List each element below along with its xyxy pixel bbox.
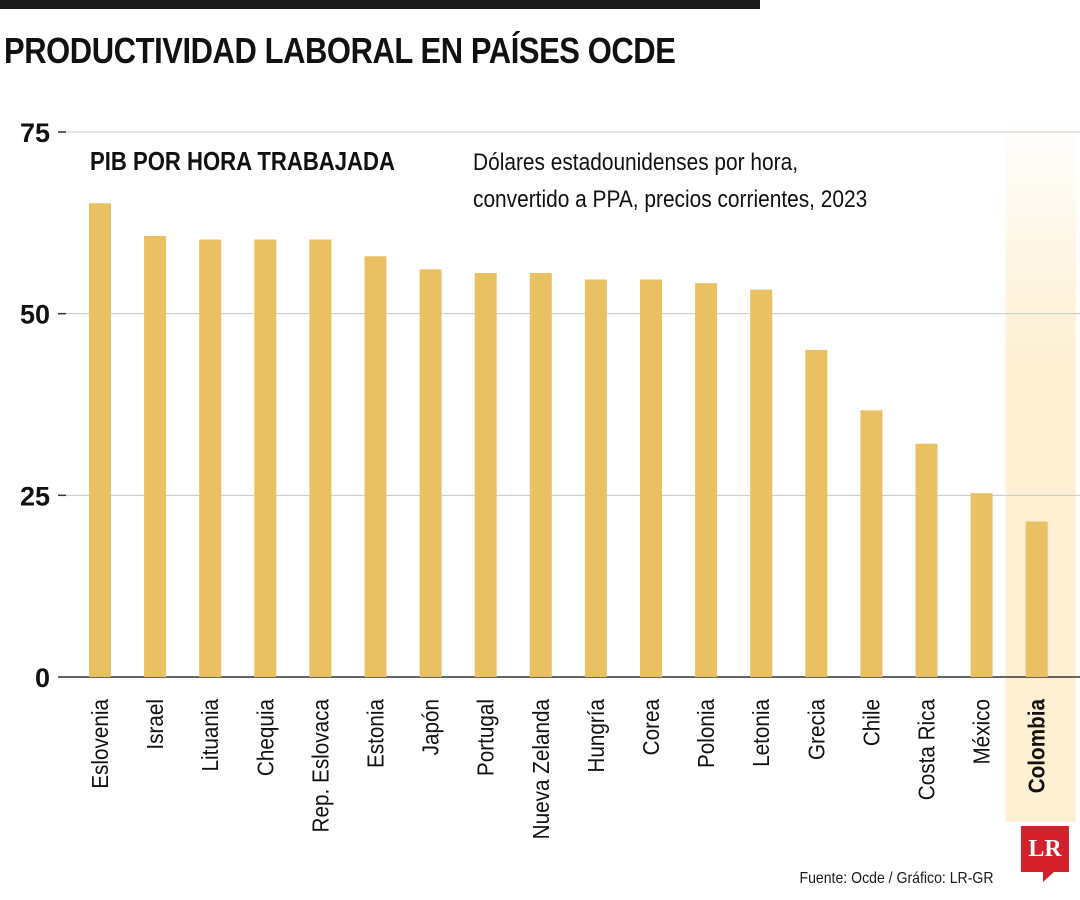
bar (419, 269, 442, 677)
top-rule (0, 0, 760, 9)
y-tick-label: 0 (35, 663, 50, 693)
x-category-label: Polonia (693, 698, 719, 768)
x-category-label: Chequia (252, 698, 278, 776)
x-category-label: Portugal (473, 699, 499, 776)
y-tick-label: 75 (20, 118, 50, 148)
highlight-band (1005, 112, 1076, 822)
bar (750, 289, 773, 677)
source-note: Fuente: Ocde / Gráfico: LR-GR (799, 870, 994, 887)
bar (584, 279, 607, 677)
x-category-label: Corea (638, 698, 664, 755)
y-tick-label: 50 (20, 300, 50, 330)
x-category-label: Grecia (803, 698, 829, 760)
bar (695, 283, 718, 677)
x-category-label: Japón (418, 699, 444, 755)
bar (860, 410, 883, 677)
x-category-label: Nueva Zelanda (528, 698, 554, 839)
x-category-label: Eslovenia (87, 698, 113, 789)
bar (1025, 521, 1048, 677)
unit-note-line-1: Dólares estadounidenses por hora, (473, 149, 799, 176)
x-category-label: Chile (858, 699, 884, 746)
bar (309, 239, 332, 677)
bar (640, 279, 662, 677)
unit-note-line-2: convertido a PPA, precios corrientes, 20… (473, 186, 868, 213)
bar (364, 256, 387, 677)
bar (805, 350, 828, 677)
bar (915, 443, 938, 677)
bar (970, 493, 993, 677)
y-tick-label: 25 (20, 481, 50, 511)
bar (254, 239, 277, 677)
lr-logo: LR (1021, 826, 1069, 882)
x-category-label: Lituania (197, 698, 223, 771)
bar (529, 272, 552, 677)
x-category-label: Hungría (583, 698, 609, 772)
unit-note: Dólares estadounidenses por hora, conver… (473, 144, 867, 218)
bar (199, 239, 222, 677)
x-category-label: Estonia (362, 698, 388, 768)
x-category-label: Israel (142, 699, 168, 750)
chart-subtitle: PIB POR HORA TRABAJADA (90, 146, 395, 176)
x-category-label: México (969, 699, 995, 765)
bar (144, 235, 167, 677)
bar (474, 272, 497, 677)
page-title: PRODUCTIVIDAD LABORAL EN PAÍSES OCDE (4, 30, 676, 71)
x-category-label: Colombia (1024, 698, 1050, 793)
bar (89, 203, 111, 678)
x-category-label: Letonia (748, 698, 774, 767)
x-category-label: Costa Rica (913, 698, 939, 800)
x-category-label: Rep. Eslovaca (307, 698, 333, 832)
